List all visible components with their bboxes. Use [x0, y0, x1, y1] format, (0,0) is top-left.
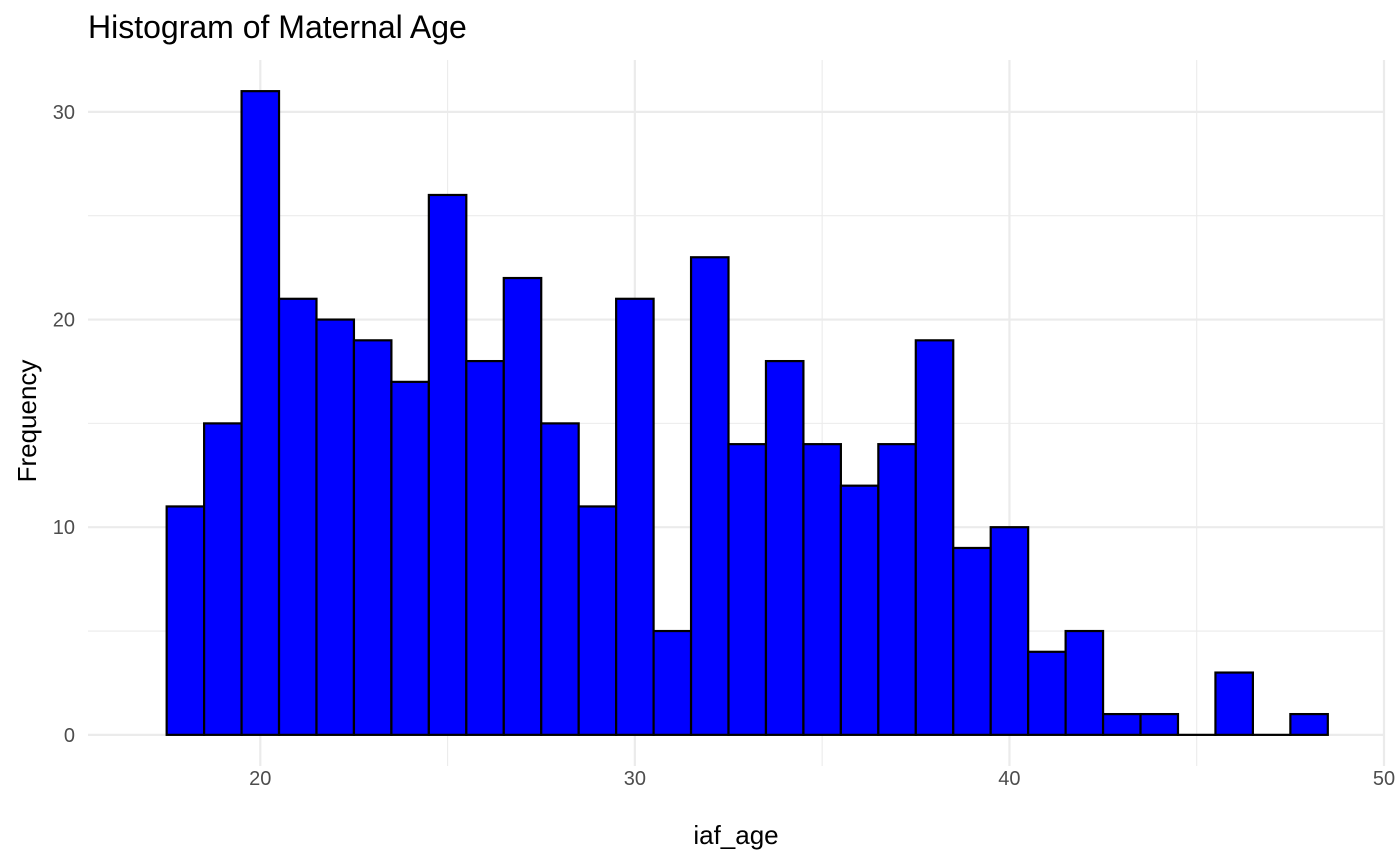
- histogram-bar: [989, 526, 1030, 736]
- histogram-bar: [240, 90, 281, 736]
- x-tick-label: 40: [998, 768, 1020, 790]
- histogram-bar: [577, 505, 618, 736]
- x-axis-title: iaf_age: [693, 820, 778, 850]
- histogram-bar: [1214, 671, 1255, 736]
- histogram-bar: [165, 505, 206, 736]
- histogram-bar: [914, 339, 955, 736]
- histogram-bar: [502, 276, 543, 736]
- histogram-bar: [689, 256, 730, 736]
- histogram-bar: [277, 297, 318, 736]
- histogram-bar: [802, 443, 842, 736]
- y-tick-label: 10: [53, 517, 75, 539]
- y-tick-label: 20: [53, 310, 75, 332]
- histogram-bars: [165, 90, 1329, 736]
- histogram-bar: [352, 339, 393, 736]
- chart-title: Histogram of Maternal Age: [88, 9, 467, 45]
- y-tick-label: 30: [53, 102, 75, 124]
- axis-tick-labels: 20 30 40 50 0 10 20 30: [53, 102, 1395, 790]
- x-tick-label: 50: [1373, 768, 1395, 790]
- histogram-bar: [652, 629, 693, 736]
- histogram-bar: [1027, 650, 1067, 736]
- y-tick-label: 0: [64, 725, 75, 747]
- x-tick-label: 20: [249, 768, 271, 790]
- histogram-bar: [540, 422, 580, 736]
- histogram-bar: [1101, 712, 1142, 736]
- histogram-bar: [1139, 712, 1180, 736]
- histogram-bar: [764, 359, 805, 736]
- histogram-bar: [727, 443, 768, 736]
- histogram-bar: [465, 359, 505, 736]
- histogram-bar: [615, 297, 655, 736]
- histogram-bar: [952, 546, 992, 736]
- x-tick-label: 30: [624, 768, 646, 790]
- histogram-bar: [1064, 629, 1105, 736]
- histogram-bar: [839, 484, 880, 736]
- histogram-bar: [1289, 712, 1329, 736]
- y-axis-title: Frequency: [12, 360, 42, 483]
- histogram-bar: [390, 380, 430, 736]
- histogram-bar: [877, 443, 917, 736]
- histogram-bar: [315, 318, 356, 736]
- histogram-bar: [203, 422, 243, 736]
- histogram-bar: [427, 193, 468, 736]
